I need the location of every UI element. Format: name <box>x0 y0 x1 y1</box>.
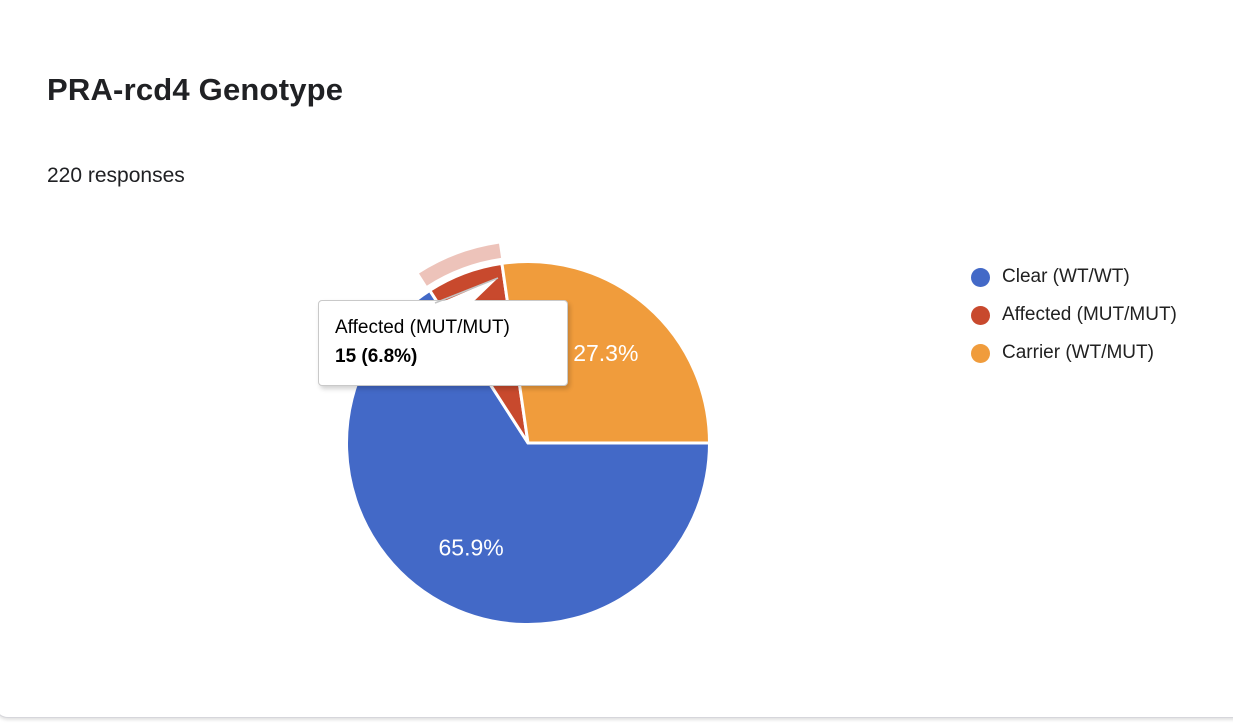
legend-item-carrier-wt-mut: Carrier (WT/MUT) <box>971 334 1177 372</box>
pie-slice-label-carrier-wt-mut: 27.3% <box>573 340 638 366</box>
responses-count: 220 responses <box>47 164 185 187</box>
legend-label: Carrier (WT/MUT) <box>1002 342 1154 363</box>
pie-chart-svg: 65.9% 27.3% <box>345 243 711 626</box>
tooltip-pointer-icon <box>434 277 499 305</box>
tooltip-title: Affected (MUT/MUT) <box>335 317 510 338</box>
legend-swatch-icon <box>971 267 990 287</box>
legend-swatch-icon <box>971 343 990 363</box>
question-title: PRA-rcd4 Genotype <box>47 72 344 107</box>
pie-slice-label-clear-wt-wt: 65.9% <box>438 534 503 560</box>
legend: Clear (WT/WT) Affected (MUT/MUT) Carrier (… <box>971 258 1177 372</box>
legend-label: Clear (WT/WT) <box>1002 266 1130 287</box>
legend-item-clear-wt-wt: Clear (WT/WT) <box>971 258 1177 296</box>
legend-swatch-icon <box>971 305 990 325</box>
legend-label: Affected (MUT/MUT) <box>1002 304 1177 325</box>
tooltip-value: 15 (6.8%) <box>335 346 418 367</box>
pie-slice-highlight-ring <box>419 243 502 286</box>
legend-item-affected-mut-mut: Affected (MUT/MUT) <box>971 296 1177 334</box>
pie-chart: 65.9% 27.3% <box>308 223 748 663</box>
tooltip: Affected (MUT/MUT) 15 (6.8%) <box>318 277 568 386</box>
